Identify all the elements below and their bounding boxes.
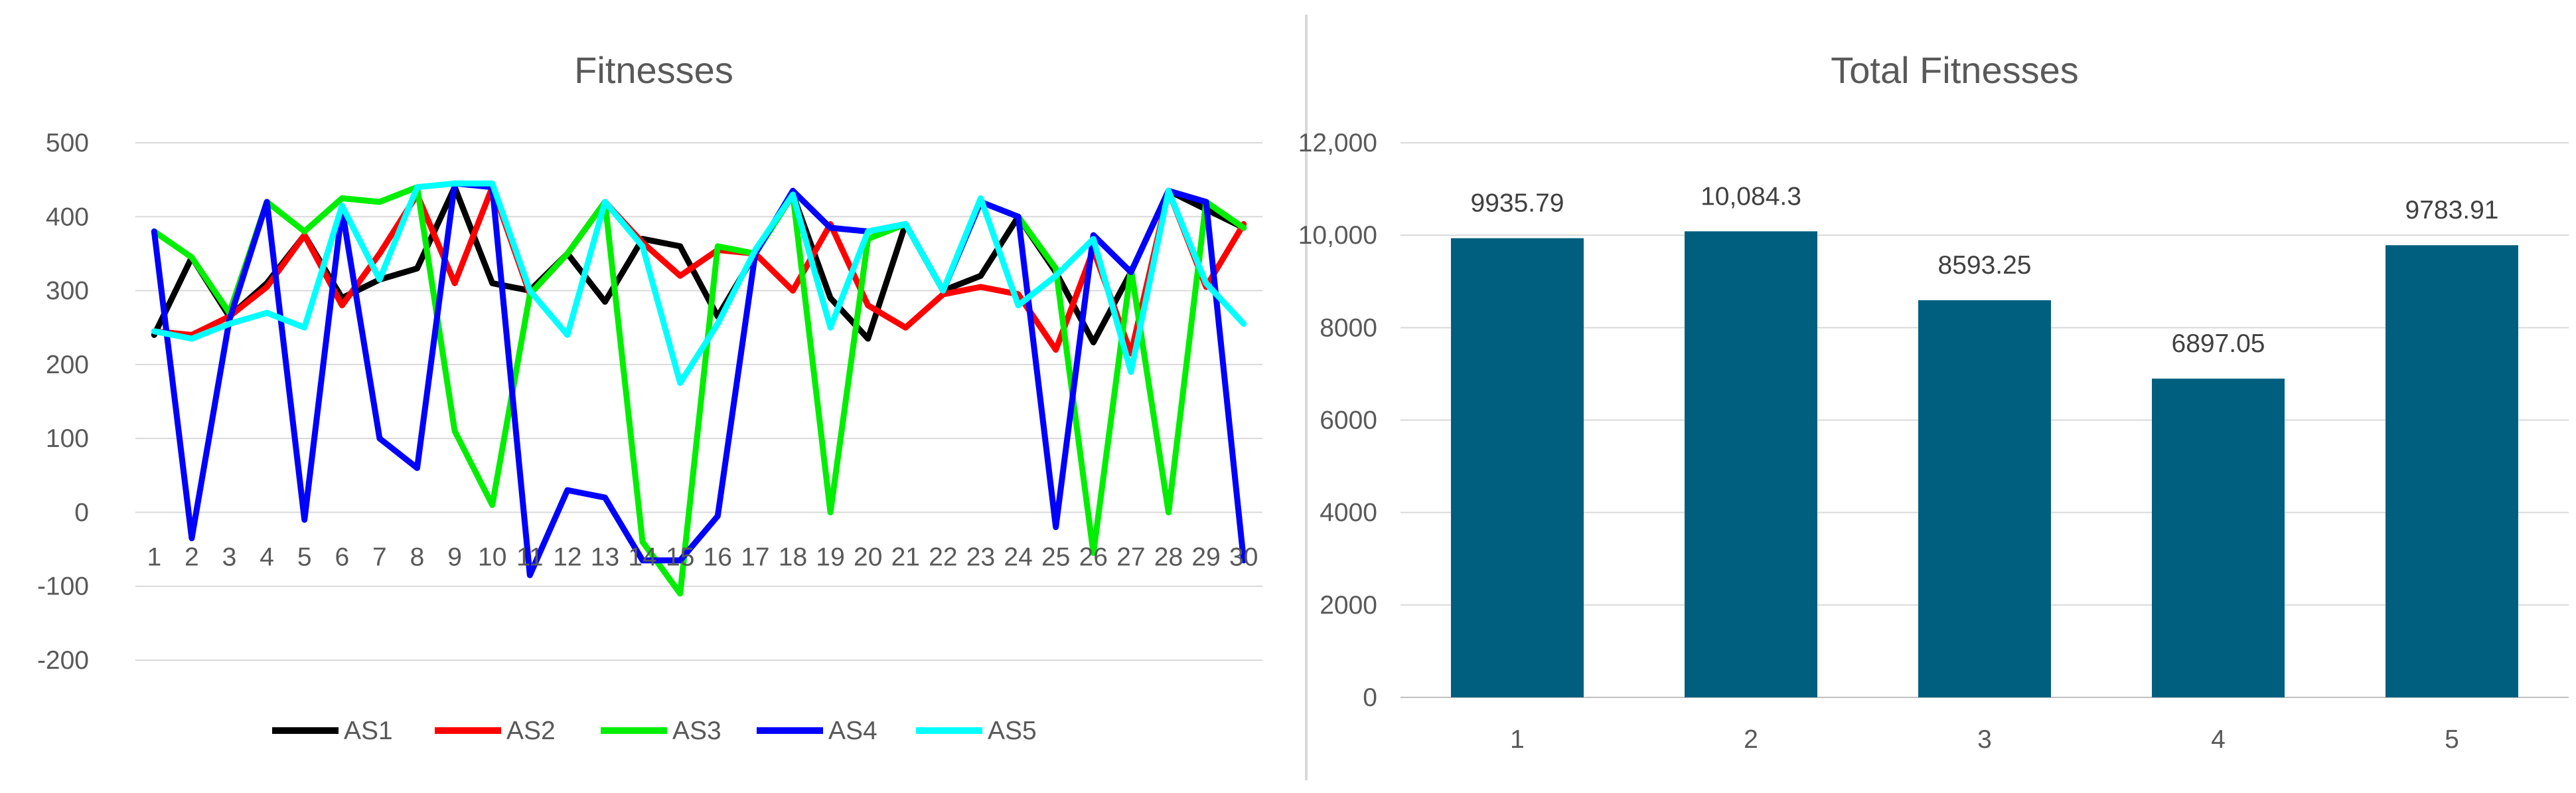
x-tick-label: 2 <box>1744 725 1758 754</box>
x-tick-label: 17 <box>741 543 769 571</box>
x-tick-label: 14 <box>628 543 656 571</box>
x-tick-label: 27 <box>1116 543 1145 571</box>
legend-label: AS4 <box>828 717 877 745</box>
legend-label: AS2 <box>506 717 556 745</box>
x-tick-label: 5 <box>2445 725 2459 754</box>
x-tick-label: 29 <box>1191 543 1220 571</box>
x-tick-label: 28 <box>1154 543 1183 571</box>
x-tick-label: 13 <box>591 543 619 571</box>
bar-chart-bars: 9935.79 10,084.3 8593.25 6897.05 9783.91 <box>1451 182 2518 698</box>
y-tick-label: 0 <box>1363 683 1377 712</box>
y-tick-label: 4000 <box>1320 499 1377 527</box>
legend-label: AS1 <box>344 717 393 745</box>
x-tick-label: 2 <box>185 543 199 571</box>
x-tick-label: 25 <box>1041 543 1070 571</box>
y-tick-label: 12,000 <box>1298 129 1377 157</box>
y-tick-label: 100 <box>46 424 89 453</box>
y-tick-label: 200 <box>46 351 89 379</box>
legend-item-as4[interactable]: AS4 <box>757 717 877 745</box>
bar-chart-title: Total Fitnesses <box>1831 49 2079 91</box>
x-tick-label: 6 <box>335 543 349 571</box>
x-tick-label: 15 <box>666 543 694 571</box>
legend-item-as3[interactable]: AS3 <box>601 717 721 745</box>
bar-data-label: 6897.05 <box>2172 329 2265 358</box>
x-tick-label: 8 <box>410 543 425 571</box>
x-tick-label: 1 <box>147 543 161 571</box>
x-tick-label: 12 <box>553 543 581 571</box>
x-tick-label: 9 <box>447 543 462 571</box>
y-tick-label: 300 <box>46 277 89 306</box>
series-line-as3 <box>151 184 1247 597</box>
bar-chart-x-axis: 1 2 3 4 5 <box>1510 725 2459 754</box>
x-tick-label: 24 <box>1004 543 1032 571</box>
bar-4 <box>2152 379 2285 697</box>
y-tick-label: 500 <box>46 129 89 157</box>
x-tick-label: 23 <box>966 543 995 571</box>
x-tick-label: 1 <box>1510 725 1525 754</box>
bar-data-label: 10,084.3 <box>1701 182 1801 211</box>
y-tick-label: 8000 <box>1320 313 1377 342</box>
x-tick-label: 18 <box>779 543 807 571</box>
x-tick-label: 30 <box>1229 543 1258 571</box>
x-tick-label: 16 <box>704 543 732 571</box>
x-tick-label: 4 <box>260 543 274 571</box>
legend-label: AS5 <box>988 717 1037 745</box>
x-tick-label: 21 <box>891 543 920 571</box>
bar-data-label: 9935.79 <box>1471 189 1564 218</box>
legend-label: AS3 <box>672 717 721 745</box>
x-tick-label: 10 <box>478 543 506 571</box>
legend-item-as5[interactable]: AS5 <box>916 717 1037 745</box>
bar-data-label: 9783.91 <box>2405 196 2499 224</box>
bar-1 <box>1451 238 1584 697</box>
series-line-as5 <box>151 180 1247 387</box>
x-tick-label: 5 <box>297 543 312 571</box>
y-tick-label: -100 <box>37 573 89 601</box>
x-tick-label: 20 <box>854 543 882 571</box>
x-tick-label: 4 <box>2211 725 2226 754</box>
y-tick-label: -200 <box>37 646 89 675</box>
x-tick-label: 3 <box>222 543 237 571</box>
bar-3 <box>1918 300 2051 698</box>
bar-2 <box>1685 231 1817 697</box>
x-tick-label: 19 <box>816 543 844 571</box>
y-tick-label: 10,000 <box>1298 221 1377 250</box>
line-chart-title: Fitnesses <box>574 49 733 91</box>
bar-chart-y-axis: 0 2000 4000 6000 8000 10,000 12,000 <box>1298 129 1377 712</box>
bar-data-label: 8593.25 <box>1938 251 2032 280</box>
line-chart-legend[interactable]: AS1 AS2 AS3 AS4 AS5 <box>272 717 1037 745</box>
line-chart-y-axis: 500 400 300 200 100 0 -100 -200 <box>37 129 89 675</box>
line-chart-x-axis: 1 2 3 4 5 6 7 8 9 10 11 12 13 14 15 16 17 18 19 20 21 22 23 24 2… <box>147 543 1258 571</box>
y-tick-label: 2000 <box>1320 591 1377 620</box>
y-tick-label: 0 <box>74 498 89 527</box>
x-tick-label: 26 <box>1079 543 1108 571</box>
legend-item-as1[interactable]: AS1 <box>272 717 393 745</box>
line-chart-series <box>151 180 1247 597</box>
bar-5 <box>2386 245 2518 697</box>
series-line-as4 <box>151 180 1247 578</box>
legend-item-as2[interactable]: AS2 <box>435 717 556 745</box>
x-tick-label: 3 <box>1977 725 1992 754</box>
y-tick-label: 6000 <box>1320 406 1377 435</box>
x-tick-label: 7 <box>372 543 387 571</box>
x-tick-label: 22 <box>929 543 957 571</box>
x-tick-label: 11 <box>516 543 544 571</box>
total-fitnesses-bar-chart: Total Fitnesses 0 2000 4000 6000 8000 10,000 1… <box>1298 49 2569 754</box>
y-tick-label: 400 <box>46 203 89 231</box>
